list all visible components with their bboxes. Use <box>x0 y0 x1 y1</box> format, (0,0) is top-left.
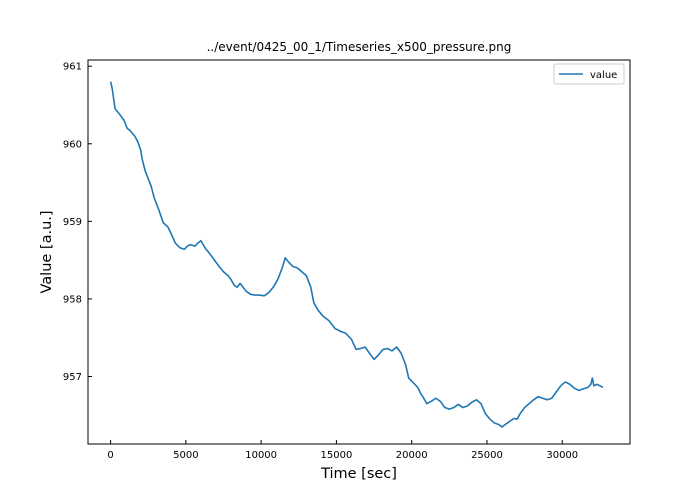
y-tick-label: 957 <box>63 372 82 383</box>
x-tick-label: 20000 <box>396 450 428 461</box>
y-tick-label: 958 <box>63 294 82 305</box>
x-tick-label: 25000 <box>471 450 503 461</box>
legend: value <box>553 63 625 85</box>
x-tick-label: 15000 <box>321 450 353 461</box>
y-tick-label: 960 <box>63 139 82 150</box>
x-tick-label: 30000 <box>546 450 578 461</box>
chart-title: ../event/0425_00_1/Timeseries_x500_press… <box>207 40 512 54</box>
plot-area <box>88 60 630 444</box>
y-tick-label: 961 <box>63 62 82 73</box>
x-axis-title: Time [sec] <box>320 466 397 482</box>
y-tick-label: 959 <box>63 217 82 228</box>
x-tick-label: 0 <box>107 450 113 461</box>
plot-frame <box>87 59 631 445</box>
legend-box <box>553 63 625 85</box>
y-axis-title: Value [a.u.] <box>39 210 55 293</box>
y-axis-ticks: 957 958 959 960 961 <box>63 62 92 383</box>
x-tick-label: 10000 <box>245 450 277 461</box>
legend-label-value: value <box>590 70 617 81</box>
series-line-value <box>109 81 604 428</box>
x-axis-ticks: 0 5000 10000 15000 20000 25000 30000 <box>107 440 578 461</box>
x-tick-label: 5000 <box>173 450 198 461</box>
